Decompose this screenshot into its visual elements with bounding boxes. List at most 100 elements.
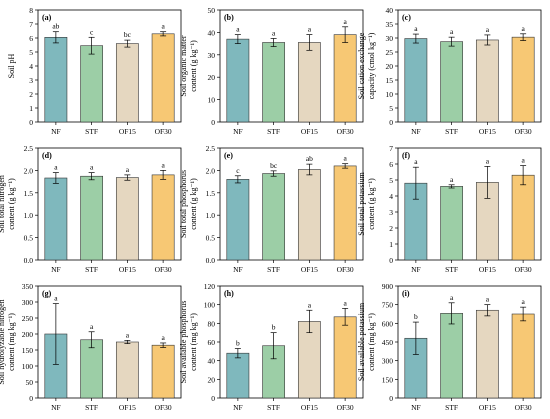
y-axis-label: content (mg kg⁻¹) [7,313,16,371]
x-tick-label: NF [51,127,61,136]
y-tick-label: 10 [386,90,394,99]
y-axis-label: Soil available potassium [357,302,366,381]
significance-letter: a [486,295,490,304]
significance-letter: a [272,28,276,37]
y-tick-label: 8 [29,6,33,15]
y-tick-label: 450 [382,338,394,347]
y-tick-label: 1 [29,104,33,113]
y-tick-label: 2.5 [24,144,34,153]
chart-panel-g: 0 50 100 150 200 250 300 350 Soil hydrolyzable n… [0,282,182,412]
y-tick-label: 80 [208,319,216,328]
chart-panel-a: 0 1 2 3 4 5 6 7 8 Soil pH (a)ab NF c STF bc OF15 a OF30 [7,6,182,136]
bar-of30 [151,33,175,123]
bar-nf [226,38,250,123]
y-axis-label: Soil pH [7,53,16,78]
panel-label: (d) [42,151,52,160]
significance-letter: a [126,330,130,339]
plot-frame [37,285,182,399]
x-tick-label: OF15 [479,265,496,274]
x-tick-label: STF [267,127,280,136]
bar-of15 [115,43,139,123]
panel-label: (b) [224,13,234,22]
y-tick-label: 30 [386,34,394,43]
bar-of15 [297,169,321,261]
bar-of30 [333,165,357,261]
y-tick-label: 250 [22,314,34,323]
significance-letter: a [54,294,58,303]
y-tick-label: 0 [389,118,393,127]
bar-stf [80,175,104,261]
x-tick-label: NF [411,265,421,274]
bar-of30 [333,34,357,123]
x-tick-label: NF [233,265,243,274]
x-tick-label: STF [85,127,98,136]
chart-panel-b: 0 10 20 30 40 50 Soil organic matter content (g… [179,6,364,136]
x-tick-label: STF [85,265,98,274]
x-tick-label: STF [267,265,280,274]
y-tick-label: 200 [22,330,34,339]
significance-letter: a [161,160,165,169]
bar-of30 [511,313,535,399]
bar-of30 [511,36,535,123]
y-tick-label: 50 [208,6,216,15]
bar-stf [80,339,104,399]
y-tick-label: 1 [389,240,393,249]
panel-label: (f) [402,151,410,160]
plot-frame [397,147,542,261]
significance-letter: b [414,312,418,321]
bar-stf [80,45,104,123]
y-axis-label: content (g kg⁻¹) [367,178,376,230]
y-tick-label: 7 [29,20,33,29]
panel-label: (i) [402,289,410,298]
y-axis-label: capacity (cmol kg⁻¹) [367,32,376,99]
y-tick-label: 20 [386,62,394,71]
y-tick-label: 4 [29,62,33,71]
significance-letter: b [272,323,276,332]
x-tick-label: OF15 [301,403,318,412]
y-tick-label: 30 [208,51,216,60]
y-tick-label: 0 [211,118,215,127]
y-axis-label: Soil available phosphorus [179,301,188,384]
x-tick-label: STF [445,403,458,412]
y-axis-label: content (g kg⁻¹) [189,178,198,230]
significance-letter: a [90,163,94,172]
bar-of30 [151,344,175,399]
y-tick-label: 2.5 [206,144,216,153]
significance-letter: a [486,156,490,165]
bar-nf [44,177,68,261]
bar-stf [262,173,286,261]
y-tick-label: 0 [389,394,393,403]
y-tick-label: 2.0 [24,166,34,175]
significance-letter: a [308,300,312,309]
y-axis-label: Soil hydrolyzable nitrogen [0,299,6,384]
y-tick-label: 25 [386,48,394,57]
significance-letter: ab [306,154,313,163]
y-axis-label: content (mg kg⁻¹) [189,313,198,371]
x-tick-label: OF15 [301,127,318,136]
y-tick-label: 0.5 [24,234,34,243]
y-tick-label: 3 [29,76,33,85]
bar-nf [44,36,68,123]
significance-letter: bc [124,30,132,39]
y-tick-label: 2 [29,90,33,99]
y-axis-label: Soil organic matter [179,35,188,97]
y-tick-label: 40 [208,28,216,37]
significance-letter: c [90,27,94,36]
y-axis-label: Soil total phosphorus [179,170,188,238]
y-axis-label: content (g kg⁻¹) [7,178,16,230]
y-tick-label: 1.0 [24,211,34,220]
plot-frame [219,9,364,123]
chart-panel-f: 0 1 2 3 4 5 6 7 Soil total potassium content (g k… [357,144,542,274]
x-tick-label: OF15 [479,127,496,136]
y-tick-label: 1.5 [206,189,216,198]
y-tick-label: 0.0 [24,256,34,265]
y-axis-label: content (mg kg⁻¹) [367,313,376,371]
panel-label: (a) [42,13,52,22]
x-tick-label: OF15 [119,403,136,412]
x-tick-label: NF [411,403,421,412]
y-tick-label: 15 [386,76,394,85]
significance-letter: a [126,165,130,174]
y-tick-label: 150 [382,375,394,384]
significance-letter: a [521,297,525,306]
y-tick-label: 40 [208,357,216,366]
